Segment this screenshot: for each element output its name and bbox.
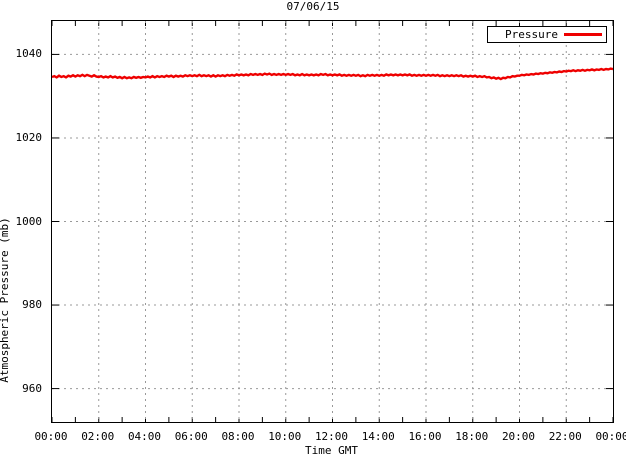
x-tick-label-10: 20:00 [501,430,536,443]
x-tick-label-4: 08:00 [221,430,255,443]
x-tick-label-9: 18:00 [455,430,489,443]
data-series-group [52,67,613,81]
y-axis-gridlines [52,53,613,390]
chart-legend: Pressure [487,26,607,43]
chart-title: 07/06/15 [286,0,340,13]
plot-area [51,20,614,423]
x-axis-title: Time GMT [305,444,358,457]
y-tick-label-1040: 1040 [15,47,43,61]
x-tick-label-0: 00:00 [34,430,68,443]
x-tick-label-8: 16:00 [408,430,442,443]
x-tick-label-7: 14:00 [361,430,395,443]
x-tick-label-11: 22:00 [548,430,582,443]
x-tick-label-2: 04:00 [127,430,162,443]
y-tick-label-1020: 1020 [15,130,43,144]
y-tick-label-980: 980 [22,298,42,312]
x-tick-label-1: 02:00 [81,430,115,443]
x-tick-label-6: 12:00 [314,430,349,443]
plot-canvas [52,21,613,422]
series-line-pressure [52,67,613,81]
legend-label-pressure: Pressure [505,28,558,41]
x-tick-label-3: 06:00 [174,430,208,443]
legend-color-swatch-pressure [564,33,602,36]
x-axis-gridlines [98,21,567,422]
x-tick-label-12: 00:00 [595,430,626,443]
x-tick-label-5: 10:00 [268,430,302,443]
y-tick-label-1000: 1000 [15,214,43,228]
y-tick-label-960: 960 [22,381,42,395]
